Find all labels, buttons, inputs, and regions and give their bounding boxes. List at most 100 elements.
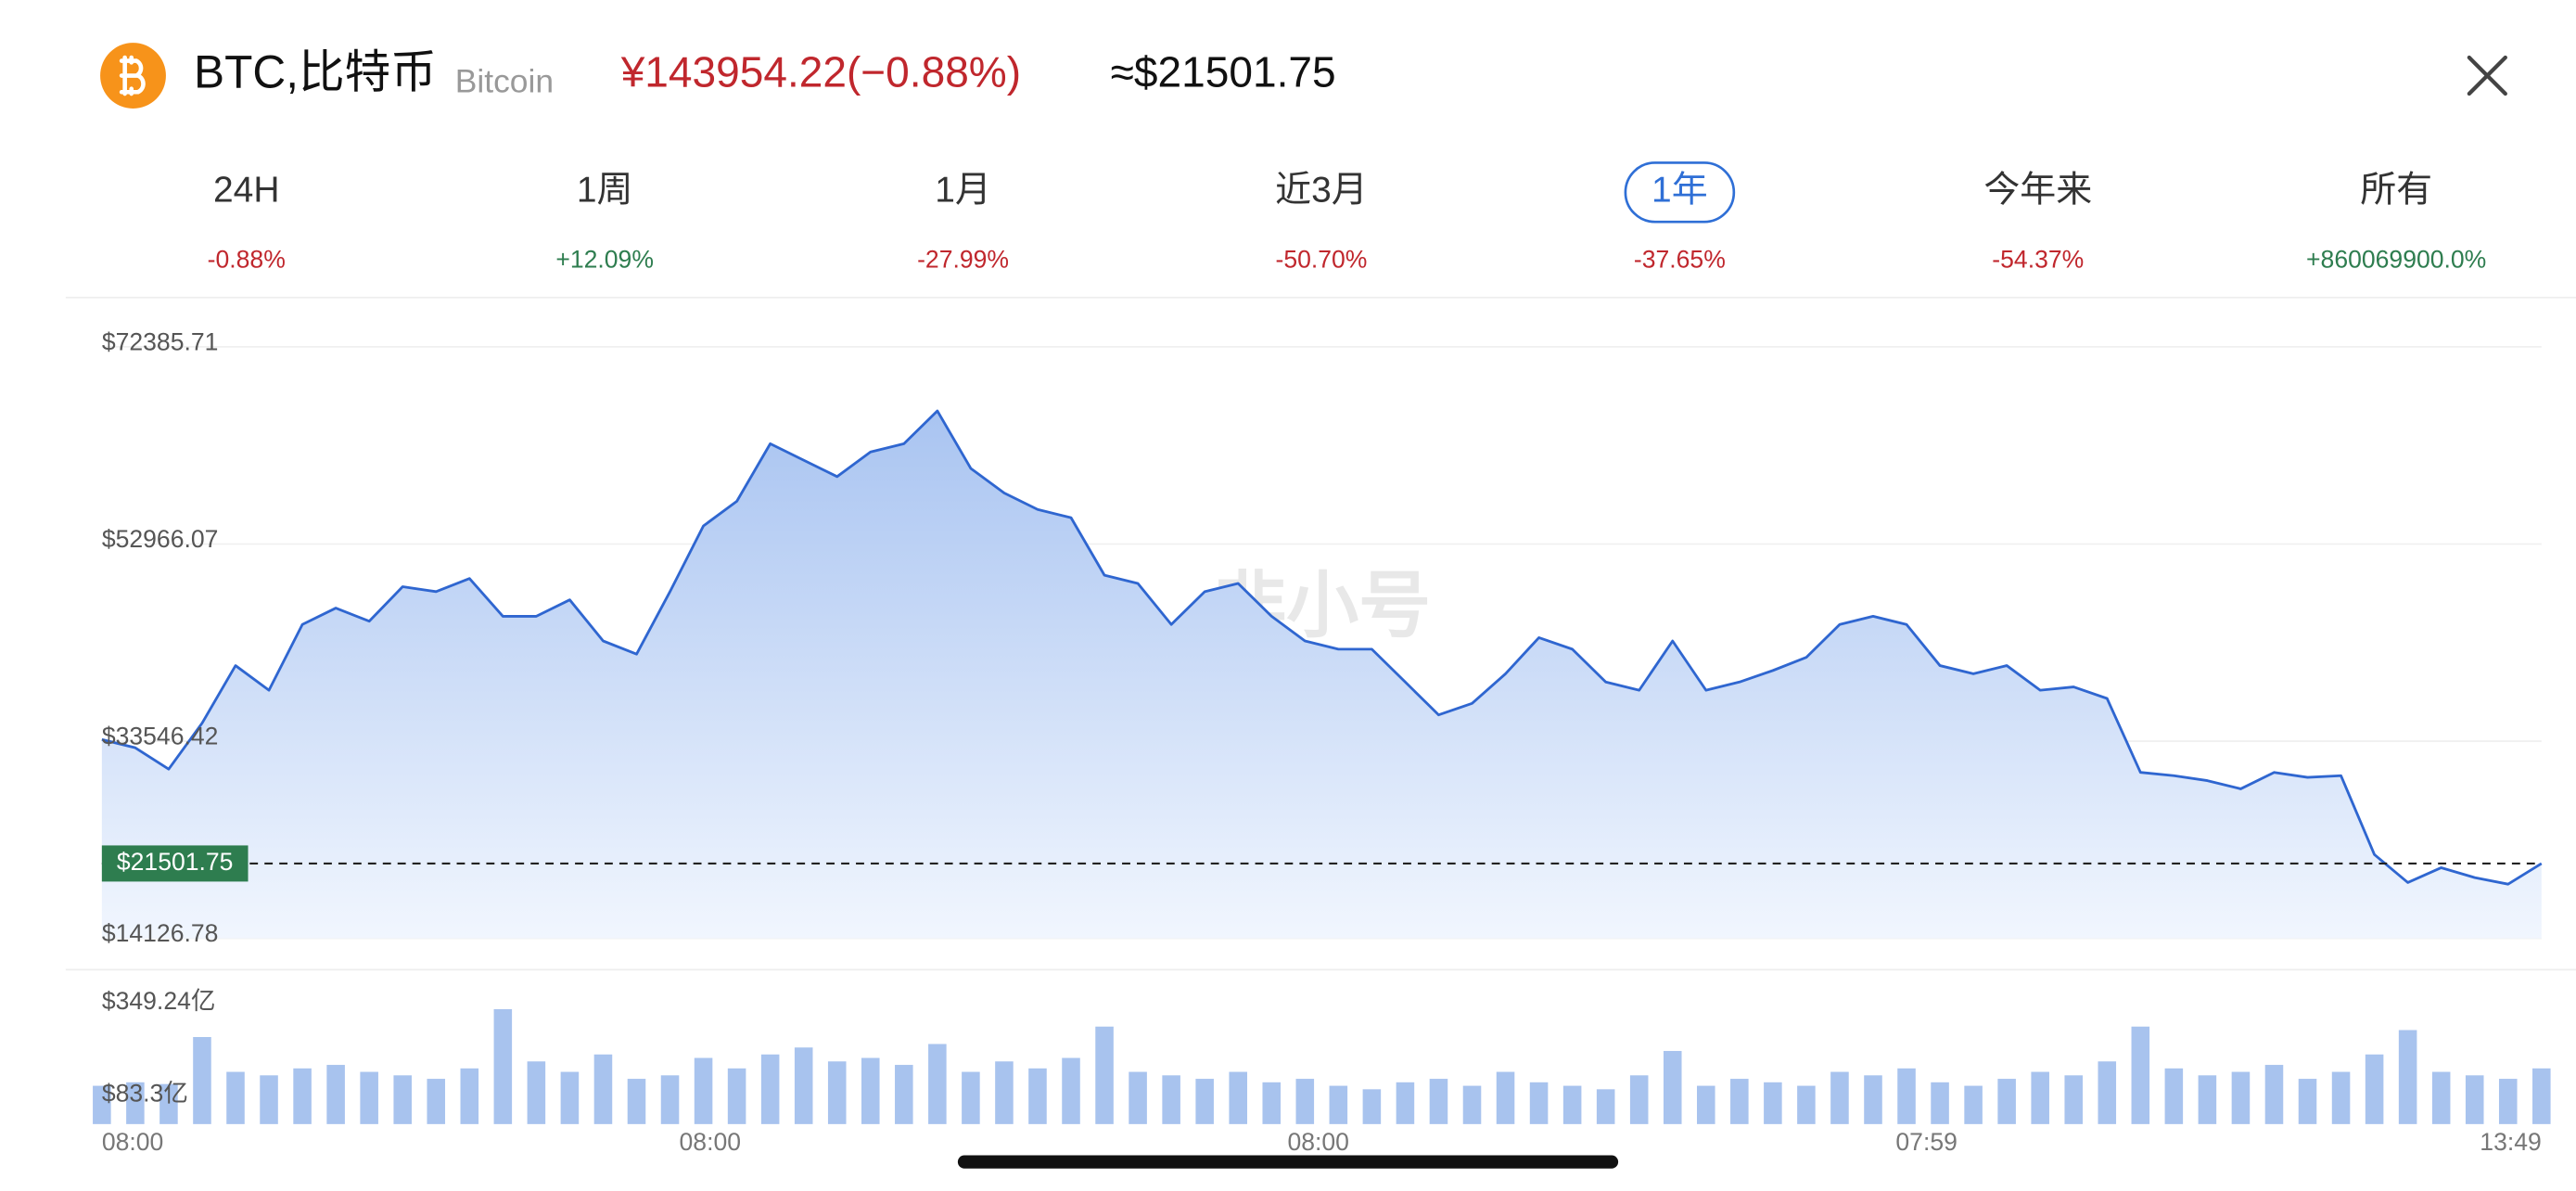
volume-bar — [1062, 1057, 1080, 1124]
close-button[interactable] — [2455, 43, 2520, 109]
volume-bar — [861, 1057, 880, 1124]
coin-name: Bitcoin — [455, 63, 554, 100]
x-tick-label: 08:00 — [1287, 1128, 1348, 1156]
y-tick-label: $33546.42 — [102, 723, 219, 750]
volume-bar — [1730, 1079, 1749, 1124]
volume-bar — [2264, 1065, 2284, 1124]
volume-bar — [326, 1065, 345, 1124]
tab-change: -50.70% — [1275, 246, 1367, 274]
volume-bar — [2298, 1079, 2317, 1124]
volume-bar — [2098, 1061, 2117, 1124]
volume-bar — [995, 1061, 1014, 1124]
volume-bar — [1797, 1085, 1816, 1124]
tab-label: 所有 — [2360, 171, 2432, 211]
volume-bar — [1229, 1071, 1247, 1124]
volume-bar — [2365, 1054, 2384, 1124]
price-cny: ¥143954.22(−0.88%) — [620, 48, 1021, 96]
volume-bar — [2231, 1071, 2251, 1124]
coin-logo — [100, 43, 166, 109]
volume-bar — [393, 1075, 412, 1124]
volume-bar — [1329, 1085, 1348, 1124]
volume-bar — [159, 1083, 178, 1124]
period-tab[interactable]: 近3月 -50.70% — [1275, 171, 1368, 274]
tab-change: +12.09% — [555, 246, 654, 274]
volume-bar — [1562, 1085, 1582, 1124]
period-tab[interactable]: 今年来 -54.37% — [1983, 171, 2092, 274]
tab-change: -37.65% — [1634, 246, 1726, 274]
volume-bar — [2331, 1071, 2351, 1124]
tab-change: +860069900.0% — [2306, 246, 2486, 274]
volume-bar — [1596, 1089, 1615, 1124]
volume-bar — [560, 1071, 580, 1124]
volume-bar — [527, 1061, 546, 1124]
tab-label: 1周 — [577, 171, 633, 211]
volume-bar — [2431, 1071, 2451, 1124]
volume-bar — [126, 1082, 145, 1124]
volume-bar — [1764, 1082, 1782, 1124]
tab-change: -27.99% — [917, 246, 1009, 274]
x-tick-label: 08:00 — [102, 1128, 163, 1156]
volume-bar — [1129, 1071, 1147, 1124]
tab-change: -54.37% — [1992, 246, 2084, 274]
volume-bar — [226, 1071, 245, 1124]
volume-bar — [360, 1071, 378, 1124]
volume-bar — [1429, 1079, 1448, 1124]
volume-bar — [1262, 1082, 1282, 1124]
volume-bar — [794, 1047, 813, 1124]
volume-bar — [1697, 1085, 1715, 1124]
volume-bar — [2198, 1075, 2217, 1124]
home-indicator — [957, 1155, 1619, 1169]
x-tick-label: 08:00 — [680, 1128, 741, 1156]
volume-bar — [2131, 1026, 2150, 1124]
active-tab-pill — [1624, 161, 1736, 224]
tab-label: 24H — [213, 171, 279, 211]
volume-bar — [1095, 1026, 1114, 1124]
volume-bar — [1830, 1071, 1849, 1124]
tab-label: 近3月 — [1275, 171, 1368, 211]
current-price-label: $21501.75 — [117, 848, 234, 876]
volume-bar — [2064, 1075, 2084, 1124]
price-chart: $14126.78 $33546.42 $52966.07 $72385.71 $215… — [101, 327, 2543, 1156]
period-tab[interactable]: 1周 +12.09% — [555, 171, 654, 274]
volume-bar — [1897, 1068, 1916, 1124]
period-tab[interactable]: 24H -0.88% — [208, 171, 286, 274]
volume-bar — [460, 1068, 479, 1124]
period-tab[interactable]: 1年 -37.65% — [1624, 161, 1736, 274]
volume-bar — [1964, 1085, 1983, 1124]
x-tick-label: 07:59 — [1895, 1128, 1957, 1156]
volume-bar — [1195, 1079, 1214, 1124]
y-tick-label: $52966.07 — [102, 525, 219, 553]
tab-change: -0.88% — [208, 246, 286, 274]
volume-bar — [93, 1085, 111, 1124]
price-usd: ≈$21501.75 — [1111, 48, 1336, 96]
period-tab[interactable]: 所有 +860069900.0% — [2306, 171, 2486, 274]
volume-bar — [694, 1057, 713, 1124]
volume-bar — [1496, 1071, 1515, 1124]
volume-bar — [1864, 1075, 1882, 1124]
period-tab[interactable]: 1月 -27.99% — [917, 171, 1009, 274]
current-price-badge — [101, 845, 249, 882]
volume-bar — [1529, 1082, 1549, 1124]
volume-bar — [2164, 1068, 2184, 1124]
volume-bar — [260, 1075, 278, 1124]
volume-tick-label: $349.24亿 — [102, 987, 216, 1015]
volume-bar — [193, 1037, 211, 1124]
volume-bar — [1028, 1068, 1047, 1124]
volume-bar — [1462, 1085, 1482, 1124]
volume-bar — [1663, 1051, 1682, 1124]
period-tabs: 24H -0.88% 1周 +12.09% 1月 -27.99% 近3月 -50.70% 1年 -… — [208, 161, 2486, 274]
volume-bar — [928, 1044, 947, 1124]
volume-bar — [593, 1054, 613, 1124]
y-tick-label: $72385.71 — [102, 327, 219, 355]
volume-bar — [1295, 1079, 1315, 1124]
volume-bar — [1931, 1082, 1949, 1124]
volume-bar — [427, 1079, 446, 1124]
volume-bar — [2498, 1079, 2518, 1124]
volume-bar — [493, 1008, 513, 1124]
volume-bar — [2465, 1075, 2484, 1124]
volume-bar — [1997, 1079, 2016, 1124]
volume-bar — [760, 1054, 780, 1124]
price-area — [101, 410, 2542, 939]
